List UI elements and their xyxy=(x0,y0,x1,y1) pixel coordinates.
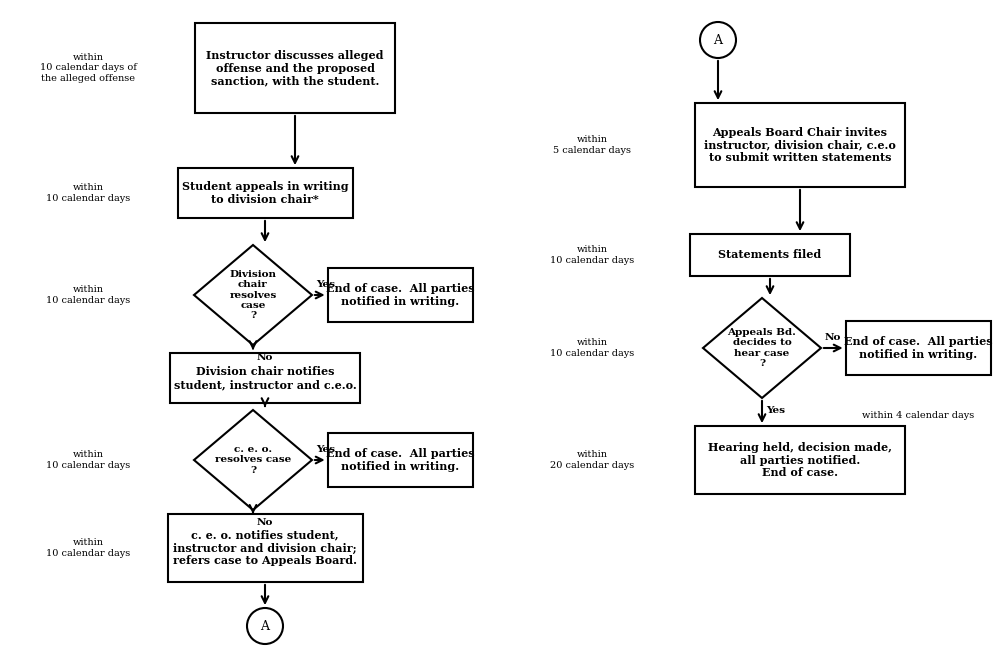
Text: c. e. o. notifies student,
instructor and division chair;
refers case to Appeals: c. e. o. notifies student, instructor an… xyxy=(173,530,357,566)
FancyBboxPatch shape xyxy=(178,168,352,218)
Text: within
10 calendar days: within 10 calendar days xyxy=(46,183,130,203)
Text: A: A xyxy=(714,34,722,47)
Polygon shape xyxy=(703,298,821,398)
Text: Hearing held, decision made,
all parties notified.
End of case.: Hearing held, decision made, all parties… xyxy=(708,442,892,478)
Text: within
20 calendar days: within 20 calendar days xyxy=(550,450,634,470)
Text: No: No xyxy=(257,353,273,362)
Circle shape xyxy=(247,608,283,644)
FancyBboxPatch shape xyxy=(690,234,850,276)
FancyBboxPatch shape xyxy=(195,23,395,113)
Text: A: A xyxy=(260,619,270,633)
Text: Division
chair
resolves
case
?: Division chair resolves case ? xyxy=(229,270,277,320)
Text: Appeals Bd.
decides to
hear case
?: Appeals Bd. decides to hear case ? xyxy=(728,328,796,368)
FancyBboxPatch shape xyxy=(328,268,473,322)
Text: within
10 calendar days: within 10 calendar days xyxy=(46,450,130,470)
Text: within 4 calendar days: within 4 calendar days xyxy=(862,411,974,420)
Text: within
10 calendar days: within 10 calendar days xyxy=(550,338,634,358)
Polygon shape xyxy=(194,410,312,510)
Text: Yes: Yes xyxy=(316,445,335,454)
Text: within
10 calendar days: within 10 calendar days xyxy=(46,538,130,558)
FancyBboxPatch shape xyxy=(846,321,990,375)
Text: Appeals Board Chair invites
instructor, division chair, c.e.o
to submit written : Appeals Board Chair invites instructor, … xyxy=(704,127,896,163)
Text: within
10 calendar days of
the alleged offense: within 10 calendar days of the alleged o… xyxy=(40,53,136,83)
Text: No: No xyxy=(825,333,841,342)
Text: within
10 calendar days: within 10 calendar days xyxy=(46,285,130,304)
Text: within
10 calendar days: within 10 calendar days xyxy=(550,245,634,265)
FancyBboxPatch shape xyxy=(695,426,905,494)
Circle shape xyxy=(700,22,736,58)
Text: c. e. o.
resolves case
?: c. e. o. resolves case ? xyxy=(215,445,291,475)
Text: Division chair notifies
student, instructor and c.e.o.: Division chair notifies student, instruc… xyxy=(174,366,356,390)
FancyBboxPatch shape xyxy=(695,103,905,187)
Text: End of case.  All parties
notified in writing.: End of case. All parties notified in wri… xyxy=(326,283,474,307)
FancyBboxPatch shape xyxy=(170,353,360,403)
Text: End of case.  All parties
notified in writing.: End of case. All parties notified in wri… xyxy=(844,336,992,360)
FancyBboxPatch shape xyxy=(328,433,473,487)
Text: Statements filed: Statements filed xyxy=(718,250,822,260)
Text: Instructor discusses alleged
offense and the proposed
sanction, with the student: Instructor discusses alleged offense and… xyxy=(206,49,384,86)
Text: Student appeals in writing
to division chair*: Student appeals in writing to division c… xyxy=(182,181,348,205)
Text: Yes: Yes xyxy=(316,280,335,289)
Text: No: No xyxy=(257,518,273,527)
Polygon shape xyxy=(194,245,312,345)
FancyBboxPatch shape xyxy=(168,514,362,582)
Text: Yes: Yes xyxy=(766,406,785,415)
Text: within
5 calendar days: within 5 calendar days xyxy=(553,135,631,155)
Text: End of case.  All parties
notified in writing.: End of case. All parties notified in wri… xyxy=(326,448,474,472)
